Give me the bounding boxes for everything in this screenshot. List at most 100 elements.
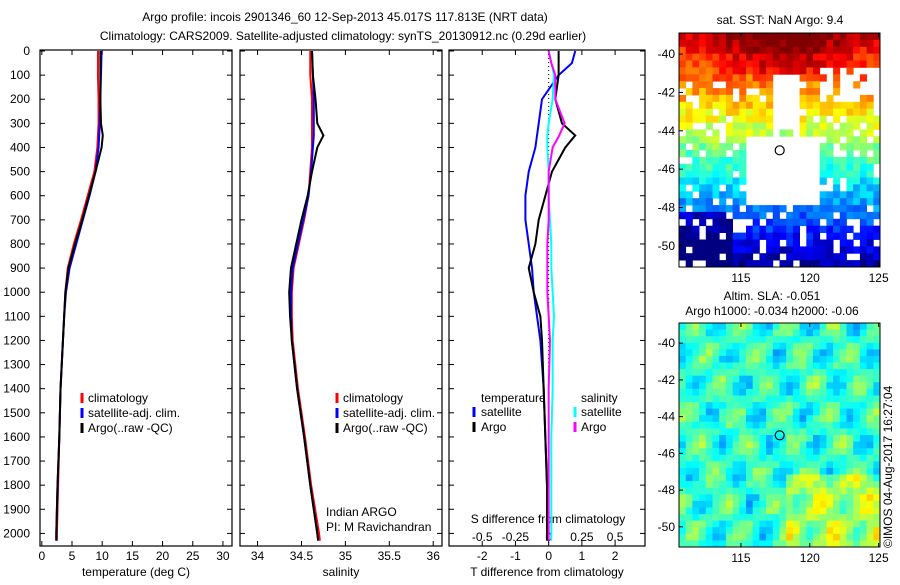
map-cell <box>859 39 867 48</box>
legend-label: satellite <box>581 405 622 419</box>
map-cell <box>806 232 814 240</box>
map-cell <box>685 232 693 240</box>
y-tick-label: 800 <box>10 237 30 251</box>
map-cell <box>859 408 867 416</box>
map-cell <box>712 191 720 199</box>
map-cell <box>839 129 847 137</box>
map-cell <box>752 507 760 515</box>
map-cell <box>813 232 821 240</box>
map-cell <box>752 435 760 442</box>
map-cell <box>826 60 834 68</box>
map-cell <box>839 441 847 449</box>
map-cell <box>833 369 841 377</box>
map-cell <box>833 435 841 442</box>
map-cell <box>739 421 747 429</box>
map-cell <box>819 101 827 110</box>
map-cell <box>759 454 767 462</box>
map-cell <box>779 382 787 390</box>
map-cell <box>705 395 713 403</box>
map-cell <box>766 94 774 103</box>
map-cell <box>772 533 780 541</box>
map-cell <box>679 336 687 344</box>
map-cell <box>752 74 760 82</box>
map-cell <box>833 198 841 206</box>
map-cell <box>873 441 881 449</box>
map-cell <box>739 494 747 502</box>
map-cell <box>766 520 774 528</box>
map-cell <box>766 122 774 130</box>
map-cell <box>806 108 814 116</box>
map-cell <box>786 67 794 75</box>
map-cell <box>799 94 807 103</box>
map-cell <box>739 428 747 436</box>
map-cell <box>859 323 867 330</box>
map-cell <box>806 60 814 68</box>
map-cell <box>873 46 881 55</box>
map-cell <box>705 441 713 449</box>
map-cell <box>739 441 747 449</box>
map-cell <box>752 494 760 502</box>
series-line-salinity-argo <box>546 50 566 541</box>
map-cell <box>786 448 794 456</box>
map-cell <box>839 101 847 110</box>
map-cell <box>779 336 787 344</box>
map-cell <box>792 474 800 482</box>
map-cell <box>725 39 733 48</box>
map-cell <box>705 349 713 357</box>
map-cell <box>759 494 767 502</box>
map-cell <box>705 60 713 68</box>
legend-label: satellite <box>481 405 522 419</box>
map-cell <box>725 88 733 96</box>
map-cell <box>792 461 800 469</box>
map-cell <box>759 461 767 469</box>
map-cell <box>813 129 821 137</box>
map-cell <box>866 60 874 68</box>
map-cell <box>813 253 821 261</box>
map-cell <box>846 467 854 475</box>
map-cell <box>779 129 787 137</box>
y-tick-label: -48 <box>658 483 676 497</box>
map-cell <box>772 467 780 475</box>
map-cell <box>813 461 821 469</box>
map-cell <box>839 336 847 344</box>
map-cell <box>705 67 713 75</box>
map-cell <box>685 520 693 528</box>
map-cell <box>779 342 787 350</box>
map-cell <box>766 336 774 344</box>
y-tick-label: 2000 <box>3 526 30 540</box>
map-cell <box>813 382 821 390</box>
map-cell <box>826 39 834 48</box>
map-cell <box>779 260 787 268</box>
map-cell <box>712 355 720 363</box>
map-cell <box>846 46 854 55</box>
map-cell <box>772 540 780 548</box>
map-cell <box>799 415 807 423</box>
map-cell <box>725 481 733 489</box>
map-cell <box>705 323 713 330</box>
map-cell <box>699 253 707 261</box>
map-cell <box>846 108 854 116</box>
map-cell <box>806 474 814 482</box>
map-cell <box>853 415 861 423</box>
map-cell <box>679 395 687 403</box>
map-cell <box>813 448 821 456</box>
map-cell <box>873 177 881 185</box>
map-cell <box>826 108 834 116</box>
map-cell <box>866 239 874 247</box>
map-cell <box>699 540 707 548</box>
map-cell <box>732 156 740 165</box>
map-cell <box>699 163 707 172</box>
map-cell <box>759 533 767 541</box>
map-cell <box>705 150 713 158</box>
map-cell <box>853 156 861 165</box>
map-cell <box>766 435 774 442</box>
map-cell <box>692 211 700 220</box>
map-cell <box>685 136 693 144</box>
map-cell <box>739 211 747 220</box>
map-cell <box>692 239 700 247</box>
map-cell <box>719 402 727 410</box>
map-cell <box>705 101 713 110</box>
map-cell <box>685 428 693 436</box>
map-cell <box>719 362 727 370</box>
map-cell <box>752 211 760 220</box>
